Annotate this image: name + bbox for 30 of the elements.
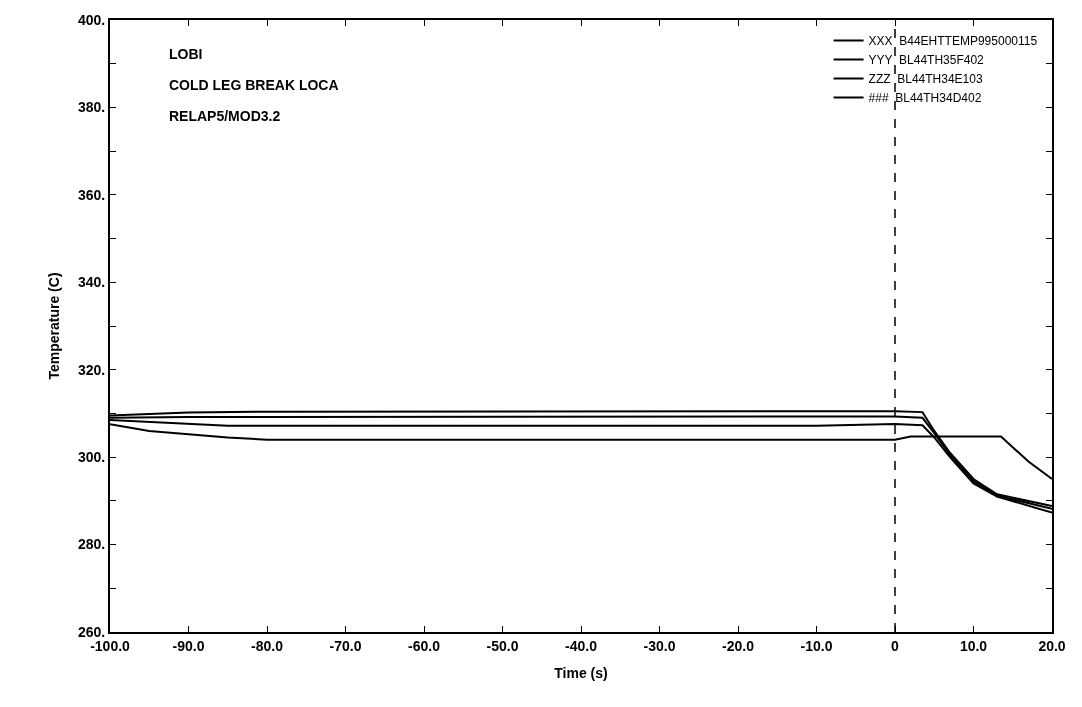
x-tick-label: -40.0 bbox=[565, 637, 598, 654]
x-tick-label: -90.0 bbox=[172, 637, 205, 654]
y-tick-label: 280. bbox=[77, 536, 106, 553]
legend-label: ### BL44TH34D402 bbox=[868, 91, 982, 106]
x-tick-label: 20.0 bbox=[1038, 637, 1066, 654]
x-axis-title: Time (s) bbox=[554, 664, 608, 681]
y-tick-label: 320. bbox=[77, 361, 106, 378]
x-tick-label: -60.0 bbox=[408, 637, 441, 654]
y-tick-label: 300. bbox=[77, 449, 106, 466]
x-tick-label: -50.0 bbox=[486, 637, 519, 654]
y-tick-label: 260. bbox=[77, 623, 106, 640]
legend-label: ZZZ BL44TH34E103 bbox=[868, 72, 983, 87]
x-tick-label: -70.0 bbox=[329, 637, 362, 654]
x-tick-label: -20.0 bbox=[722, 637, 755, 654]
x-tick-label: 10.0 bbox=[959, 637, 988, 654]
y-axis-title: Temperature (C) bbox=[46, 272, 63, 380]
legend-label: XXX B44EHTTEMP995000115 bbox=[868, 34, 1038, 49]
x-tick-label: -10.0 bbox=[800, 637, 833, 654]
legend-label: YYY BL44TH35F402 bbox=[868, 53, 985, 68]
x-tick-label: 0 bbox=[891, 637, 900, 654]
y-tick-label: 360. bbox=[77, 186, 106, 203]
annotation: LOBI bbox=[169, 46, 203, 62]
y-tick-label: 400. bbox=[77, 11, 106, 28]
y-tick-label: 340. bbox=[77, 274, 106, 291]
annotation: COLD LEG BREAK LOCA bbox=[169, 77, 339, 93]
x-tick-label: -30.0 bbox=[643, 637, 676, 654]
y-tick-label: 380. bbox=[77, 99, 106, 116]
annotation: RELAP5/MOD3.2 bbox=[169, 108, 281, 124]
x-tick-label: -80.0 bbox=[251, 637, 284, 654]
x-tick-label: -100.0 bbox=[90, 637, 131, 654]
